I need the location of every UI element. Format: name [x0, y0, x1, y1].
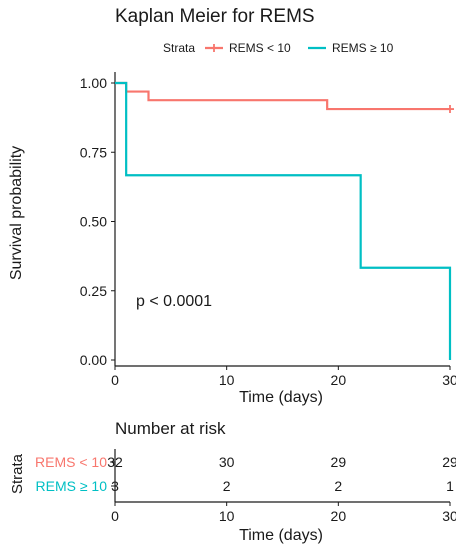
censor-mark — [446, 105, 454, 114]
risk-table-strata-label: Strata — [9, 453, 26, 494]
p-value-annotation: p < 0.0001 — [136, 293, 212, 310]
survival-curve-series-1 — [115, 81, 452, 360]
chart-title: Kaplan Meier for REMS — [115, 6, 315, 27]
x-tick-label: 30 — [442, 372, 456, 388]
x-axis-label: Time (days) — [239, 389, 323, 406]
legend: REMS < 10 REMS ≥ 10 — [205, 41, 394, 55]
risk-table-cell: 1 — [446, 478, 454, 494]
legend-censor-mark — [210, 44, 218, 52]
x-tick-label: 20 — [331, 372, 347, 388]
risk-table-title: Number at risk — [115, 419, 226, 438]
y-tick-label: 0.00 — [80, 352, 107, 368]
y-tick-label: 0.50 — [80, 214, 107, 230]
risk-table-cell: 3 — [111, 478, 119, 494]
survival-curves — [115, 81, 454, 360]
risk-table-x-tick-label: 20 — [331, 508, 347, 524]
risk-table-x-tick-label: 10 — [219, 508, 235, 524]
legend-title: Strata — [163, 41, 195, 55]
risk-table-cell: 29 — [331, 454, 347, 470]
y-tick-label: 0.25 — [80, 283, 107, 299]
risk-table-x-tick-label: 0 — [111, 508, 119, 524]
risk-table-cell: 2 — [334, 478, 342, 494]
risk-table-cell: 2 — [223, 478, 231, 494]
risk-table-cell: 29 — [442, 454, 456, 470]
risk-table-cell: 30 — [219, 454, 235, 470]
main-axes: 0.00 0.25 0.50 0.75 1.00 0 10 20 30 — [80, 72, 456, 388]
risk-table-row-label: REMS ≥ 10 — [36, 478, 108, 494]
y-axis-label: Survival probability — [8, 146, 25, 280]
x-tick-label: 10 — [219, 372, 235, 388]
y-tick-label: 1.00 — [80, 75, 107, 91]
y-tick-label: 0.75 — [80, 144, 107, 160]
x-tick-label: 0 — [111, 372, 119, 388]
survival-curve-series-0 — [115, 81, 450, 111]
risk-table-row-label: REMS < 10 — [35, 454, 107, 470]
risk-table-x-tick-label: 30 — [442, 508, 456, 524]
legend-entry-label: REMS ≥ 10 — [332, 41, 394, 55]
risk-table-cell: 32 — [107, 454, 123, 470]
risk-table-x-axis-label: Time (days) — [239, 527, 323, 544]
legend-entry-label: REMS < 10 — [229, 41, 291, 55]
